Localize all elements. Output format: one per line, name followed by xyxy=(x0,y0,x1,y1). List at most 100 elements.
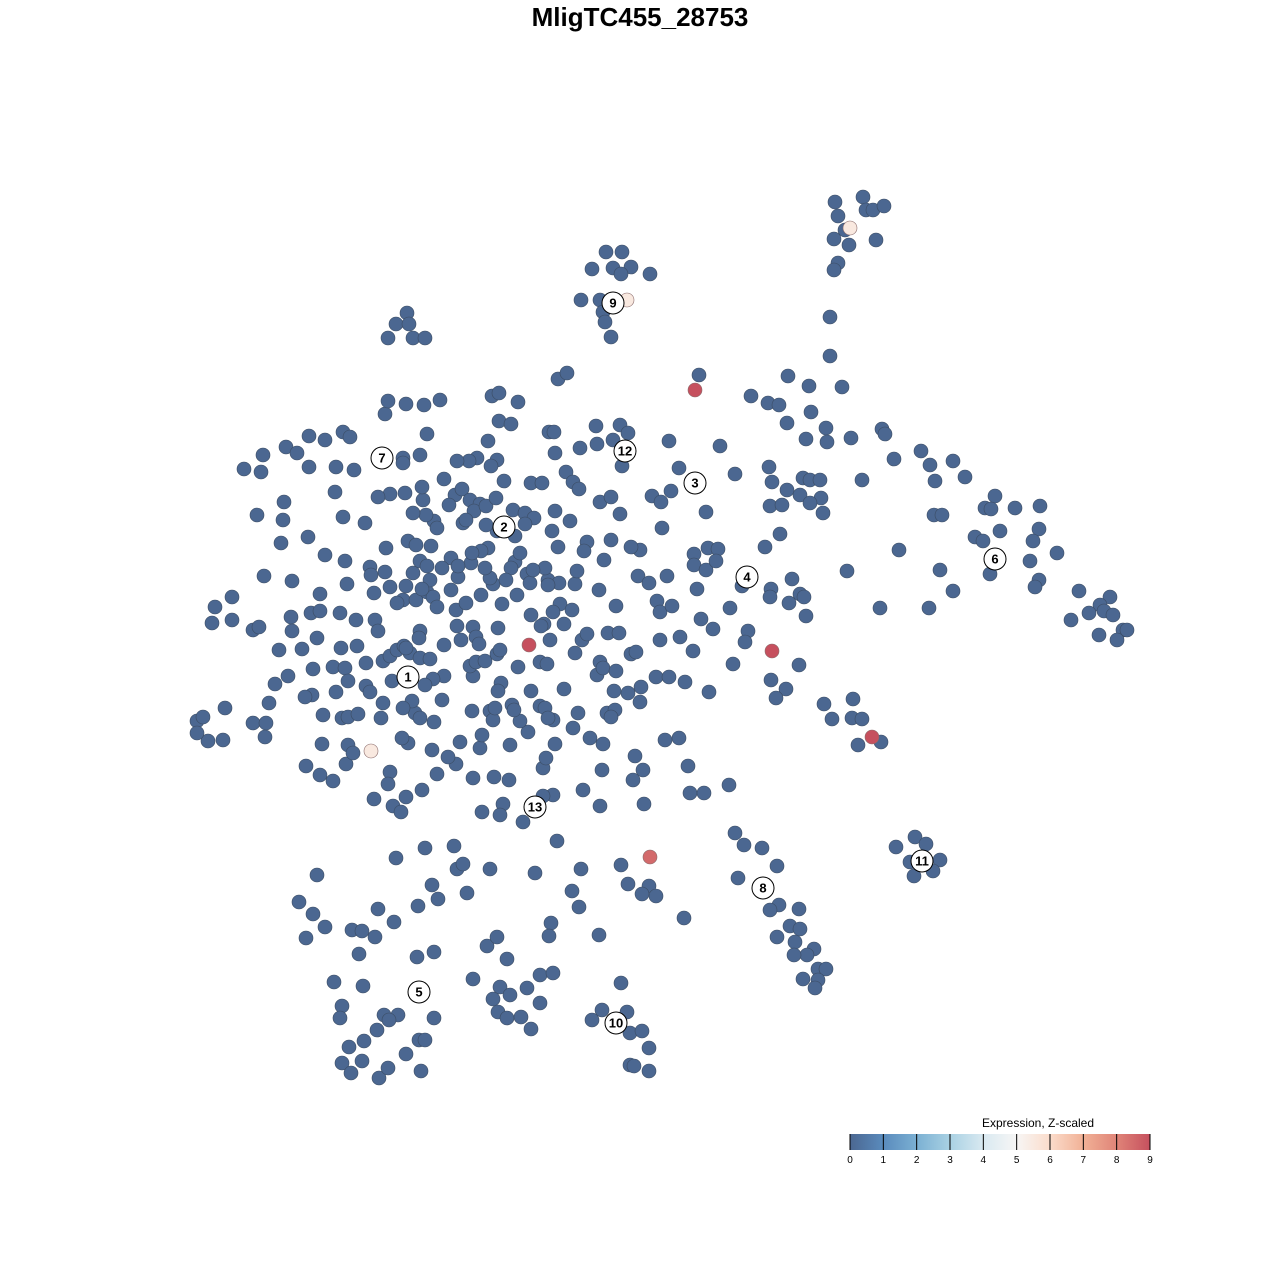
data-point xyxy=(763,672,779,688)
data-point xyxy=(868,232,884,248)
data-point xyxy=(634,886,650,902)
data-point xyxy=(380,330,396,346)
data-point xyxy=(343,1065,359,1081)
data-point xyxy=(338,756,354,772)
data-point xyxy=(350,706,366,722)
data-point xyxy=(547,445,563,461)
data-point xyxy=(465,770,481,786)
cluster-label-text: 2 xyxy=(500,520,507,535)
data-point xyxy=(412,447,428,463)
data-point xyxy=(876,198,892,214)
data-point xyxy=(449,618,465,634)
data-point xyxy=(315,707,331,723)
data-point xyxy=(367,929,383,945)
data-point xyxy=(652,632,668,648)
data-point xyxy=(253,464,269,480)
data-point xyxy=(418,507,434,523)
data-point xyxy=(603,489,619,505)
data-point xyxy=(598,244,614,260)
data-point xyxy=(283,609,299,625)
data-point xyxy=(513,1009,529,1025)
data-point xyxy=(414,479,430,495)
data-point xyxy=(591,927,607,943)
data-point xyxy=(633,679,649,695)
data-point xyxy=(426,944,442,960)
data-point xyxy=(786,947,802,963)
data-point xyxy=(334,998,350,1014)
data-point xyxy=(539,656,555,672)
data-point xyxy=(257,729,273,745)
data-point xyxy=(273,535,289,551)
data-point xyxy=(676,910,692,926)
cluster-label-text: 9 xyxy=(609,296,616,311)
data-point xyxy=(570,705,586,721)
data-point xyxy=(634,1023,650,1039)
data-point xyxy=(261,695,277,711)
data-point xyxy=(603,532,619,548)
data-point xyxy=(486,769,502,785)
data-point xyxy=(388,850,404,866)
data-point xyxy=(798,608,814,624)
legend-tick-label: 4 xyxy=(981,1155,987,1166)
data-point xyxy=(772,526,788,542)
data-point xyxy=(395,455,411,471)
data-point xyxy=(503,416,519,432)
cluster-label-badge xyxy=(683,471,707,495)
data-point xyxy=(627,748,643,764)
data-point xyxy=(346,462,362,478)
data-point-highlighted xyxy=(521,637,537,653)
data-point xyxy=(398,396,414,412)
data-point xyxy=(827,194,843,210)
data-point xyxy=(298,758,314,774)
data-point xyxy=(1022,553,1038,569)
data-point xyxy=(799,947,815,963)
data-point xyxy=(517,516,533,532)
data-point xyxy=(569,563,585,579)
data-point xyxy=(689,581,705,597)
data-point xyxy=(522,575,538,591)
data-point xyxy=(872,600,888,616)
data-point xyxy=(663,483,679,499)
data-point xyxy=(189,725,205,741)
data-point xyxy=(608,598,624,614)
data-point xyxy=(877,426,893,442)
data-point xyxy=(664,598,680,614)
data-point xyxy=(424,877,440,893)
data-point xyxy=(440,749,456,765)
data-point xyxy=(341,1039,357,1055)
data-point xyxy=(532,967,548,983)
data-point xyxy=(395,700,411,716)
cluster-label: 7 xyxy=(370,446,394,470)
data-point xyxy=(803,404,819,420)
data-point xyxy=(550,539,566,555)
data-point xyxy=(370,901,386,917)
cluster-label-text: 11 xyxy=(915,854,929,869)
cluster-label: 5 xyxy=(407,980,431,1004)
data-point xyxy=(680,758,696,774)
data-point xyxy=(477,560,493,576)
data-point xyxy=(1007,500,1023,516)
data-point xyxy=(559,365,575,381)
data-point xyxy=(671,730,687,746)
data-point xyxy=(377,406,393,422)
data-point xyxy=(657,732,673,748)
data-point xyxy=(245,715,261,731)
data-point xyxy=(398,1046,414,1062)
data-point xyxy=(819,434,835,450)
points-layer xyxy=(189,189,1135,1086)
data-point xyxy=(393,804,409,820)
data-point xyxy=(571,899,587,915)
cluster-label-badge xyxy=(751,876,775,900)
data-point xyxy=(722,600,738,616)
data-point xyxy=(464,703,480,719)
data-point xyxy=(492,642,508,658)
data-point xyxy=(512,545,528,561)
data-point xyxy=(436,637,452,653)
data-point xyxy=(792,487,808,503)
data-point xyxy=(635,762,651,778)
data-point xyxy=(459,885,475,901)
data-point xyxy=(542,632,558,648)
data-point xyxy=(215,732,231,748)
data-point xyxy=(410,898,426,914)
data-point xyxy=(405,565,421,581)
